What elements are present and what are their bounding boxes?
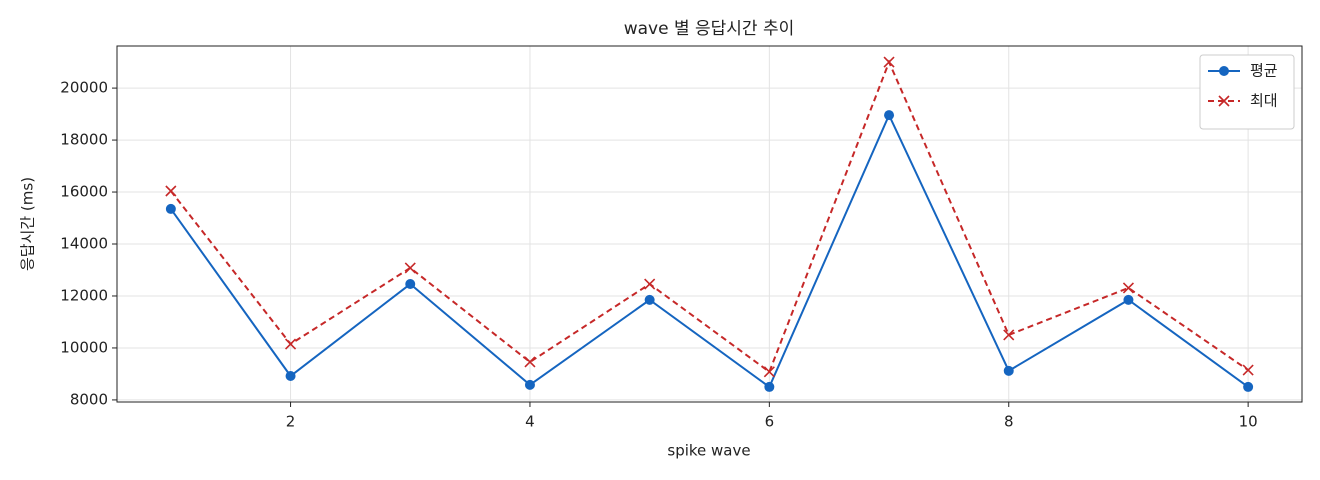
series-line xyxy=(170,59,1249,374)
plot-frame xyxy=(116,45,1303,403)
y-tick-label: 12000 xyxy=(60,286,108,304)
point xyxy=(764,381,775,392)
series-line xyxy=(170,112,1249,389)
point xyxy=(644,278,656,290)
point xyxy=(285,371,296,382)
x-tick-label: 8 xyxy=(1004,413,1014,431)
y-tick-label: 10000 xyxy=(60,338,108,356)
point xyxy=(884,110,895,121)
point xyxy=(165,185,177,197)
x-tick-label: 2 xyxy=(286,413,296,431)
legend-label: 평균 xyxy=(1250,62,1278,80)
point xyxy=(1003,329,1015,341)
point xyxy=(883,56,895,68)
y-tick-label: 20000 xyxy=(60,79,108,97)
y-tick-label: 8000 xyxy=(70,390,108,408)
point xyxy=(404,262,416,274)
point xyxy=(165,203,176,214)
legend-label: 최대 xyxy=(1250,92,1278,110)
y-axis-label: 응답시간 (ms) xyxy=(19,177,37,271)
point xyxy=(405,279,416,290)
point xyxy=(1242,364,1254,376)
x-tick-label: 6 xyxy=(765,413,775,431)
x-axis-label: spike wave xyxy=(667,442,750,460)
point xyxy=(524,356,536,368)
point xyxy=(1123,294,1134,305)
point xyxy=(1003,365,1014,376)
point xyxy=(763,366,775,378)
y-tick-label: 18000 xyxy=(60,131,108,149)
point xyxy=(644,294,655,305)
legend-marker xyxy=(1218,95,1230,107)
point xyxy=(1122,282,1135,294)
x-tick-label: 10 xyxy=(1239,413,1258,431)
point xyxy=(524,379,535,390)
x-tick-label: 4 xyxy=(525,413,535,431)
point xyxy=(1243,381,1254,392)
y-tick-label: 16000 xyxy=(60,183,108,201)
legend-marker xyxy=(1219,66,1229,76)
point xyxy=(284,338,297,350)
y-tick-label: 14000 xyxy=(60,235,108,253)
chart-title: wave 별 응답시간 추이 xyxy=(624,19,795,39)
legend-box xyxy=(1199,54,1295,130)
